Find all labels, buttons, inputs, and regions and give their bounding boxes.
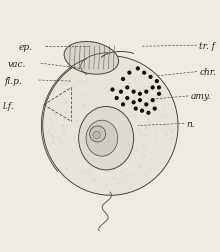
Circle shape [119, 90, 123, 94]
Text: l.f.: l.f. [3, 102, 14, 110]
Circle shape [115, 97, 119, 101]
Circle shape [157, 86, 161, 90]
Circle shape [125, 86, 129, 90]
Circle shape [127, 71, 132, 75]
Circle shape [136, 67, 140, 71]
Circle shape [132, 101, 136, 105]
Circle shape [140, 109, 144, 113]
Circle shape [134, 107, 138, 111]
Circle shape [121, 78, 125, 82]
Ellipse shape [79, 107, 134, 170]
Circle shape [146, 111, 150, 115]
Text: chr.: chr. [199, 68, 216, 77]
Text: n.: n. [187, 119, 195, 128]
Circle shape [110, 88, 115, 92]
Text: amy.: amy. [191, 92, 211, 101]
Ellipse shape [43, 56, 178, 196]
Circle shape [90, 127, 106, 142]
Circle shape [93, 132, 100, 139]
Ellipse shape [64, 42, 119, 75]
Circle shape [150, 99, 155, 103]
Circle shape [138, 92, 142, 97]
Ellipse shape [86, 121, 118, 156]
Text: ep.: ep. [18, 43, 32, 51]
Circle shape [138, 99, 142, 103]
Circle shape [148, 75, 153, 80]
Circle shape [142, 71, 146, 75]
Circle shape [125, 97, 129, 101]
Circle shape [121, 103, 125, 107]
Text: vac.: vac. [7, 59, 26, 68]
Circle shape [155, 80, 159, 84]
Circle shape [144, 90, 148, 94]
Circle shape [150, 86, 155, 90]
Text: fl.p.: fl.p. [5, 76, 23, 85]
Circle shape [157, 92, 161, 97]
Circle shape [153, 107, 157, 111]
Text: tr. f: tr. f [199, 42, 215, 50]
Circle shape [144, 103, 148, 107]
Circle shape [132, 90, 136, 94]
